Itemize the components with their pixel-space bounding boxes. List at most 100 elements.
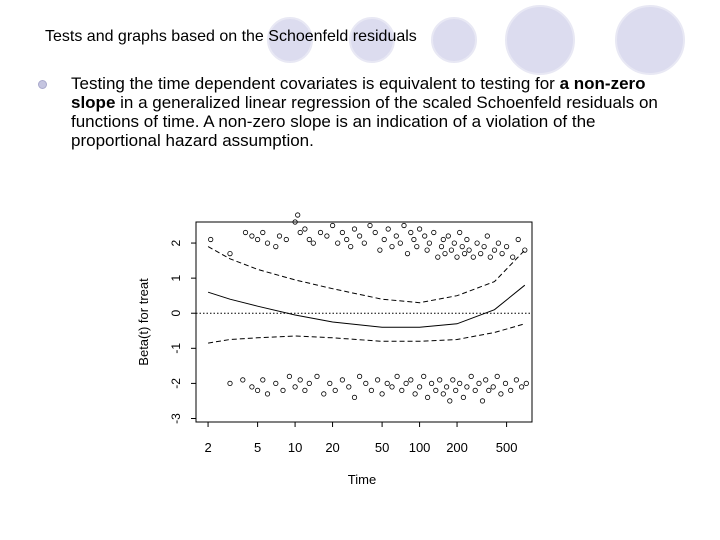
residual-point (447, 398, 453, 404)
residual-point (356, 233, 363, 239)
plot-frame (195, 221, 533, 423)
fitted-curve (207, 284, 526, 328)
residual-point (327, 380, 333, 386)
residual-point (490, 384, 496, 390)
upper-band-curve (207, 246, 526, 304)
residual-point (414, 244, 420, 250)
residual-point (264, 391, 271, 397)
residual-point (367, 222, 373, 229)
residual-point (329, 222, 336, 229)
residual-point (404, 251, 411, 257)
residual-point (416, 384, 423, 390)
residual-point (431, 229, 437, 236)
residual-point (332, 387, 338, 393)
residual-point (403, 380, 409, 386)
residual-point (389, 244, 395, 250)
x-tick-label: 200 (446, 440, 468, 455)
residual-point (443, 384, 450, 390)
x-tick-label: 500 (496, 440, 518, 455)
residual-point (428, 380, 435, 386)
residual-point (494, 373, 500, 379)
residual-point (276, 233, 283, 239)
residual-point (457, 229, 463, 236)
x-tick-label: 10 (288, 440, 302, 455)
x-tick-label: 20 (325, 440, 339, 455)
y-axis-label: Beta(t) for treat (136, 278, 151, 366)
residual-point (363, 380, 369, 386)
residual-point (472, 387, 478, 393)
residual-point (394, 373, 400, 379)
residual-point (351, 226, 358, 232)
residual-point (292, 219, 298, 225)
residual-point (424, 394, 431, 400)
residual-point (426, 240, 432, 246)
residual-point (412, 391, 418, 397)
residual-point (397, 240, 403, 246)
y-tick-label: -1 (169, 343, 183, 354)
residual-point (321, 391, 327, 397)
y-tick-label: 0 (169, 310, 183, 317)
residual-point (508, 387, 514, 393)
bullet-text: Testing the time dependent covariates is… (71, 74, 681, 150)
residual-point (515, 236, 521, 243)
residual-point (324, 233, 330, 239)
bullet-text-part2: in a generalized linear regression of th… (71, 93, 658, 150)
residual-point (310, 240, 316, 246)
residual-point (450, 377, 456, 383)
residual-point (302, 226, 308, 232)
residual-point (453, 387, 459, 393)
residual-point (339, 377, 345, 383)
residual-point (440, 236, 446, 243)
residual-point (393, 233, 399, 239)
residual-point (260, 229, 266, 236)
residual-point (459, 244, 465, 250)
residual-point (464, 236, 470, 243)
residual-point (460, 394, 466, 400)
residual-point (372, 229, 378, 236)
residual-point (481, 244, 487, 250)
deco-circle (349, 17, 395, 63)
residual-point (498, 391, 504, 397)
residual-point (491, 247, 498, 253)
residual-point (227, 380, 233, 386)
residual-point (454, 254, 460, 260)
residual-point (280, 387, 286, 393)
residual-point (348, 244, 354, 250)
residual-point (273, 244, 279, 250)
residual-point (249, 233, 255, 239)
residual-point (297, 229, 303, 236)
residual-point (503, 244, 510, 250)
residual-point (344, 236, 350, 243)
residual-point (421, 373, 427, 379)
residual-point (523, 380, 529, 386)
residual-point (448, 247, 454, 253)
residual-point (249, 384, 255, 390)
residual-point (416, 226, 423, 232)
residual-point (442, 251, 448, 257)
residual-point (361, 240, 367, 246)
residual-point (346, 384, 352, 390)
residual-point (385, 226, 391, 232)
residual-point (401, 222, 407, 229)
residual-point (464, 384, 470, 390)
residual-point (335, 240, 341, 246)
residual-point (399, 387, 405, 393)
x-axis-label: Time (348, 472, 376, 487)
residual-point (483, 377, 489, 383)
residual-point (411, 236, 417, 243)
residual-point (495, 240, 501, 246)
y-tick-label: -3 (169, 413, 183, 424)
deco-circle (615, 5, 685, 75)
x-tick-label: 5 (254, 440, 261, 455)
y-tick-label: -2 (169, 378, 183, 389)
bullet-text-bold: a non-zero slope (71, 74, 646, 112)
residual-point (486, 387, 492, 393)
residual-point (240, 377, 246, 383)
x-tick-label: 100 (409, 440, 431, 455)
residual-point (440, 391, 446, 397)
deco-circle (505, 5, 575, 75)
residual-point (260, 377, 266, 383)
residual-point (317, 229, 324, 236)
